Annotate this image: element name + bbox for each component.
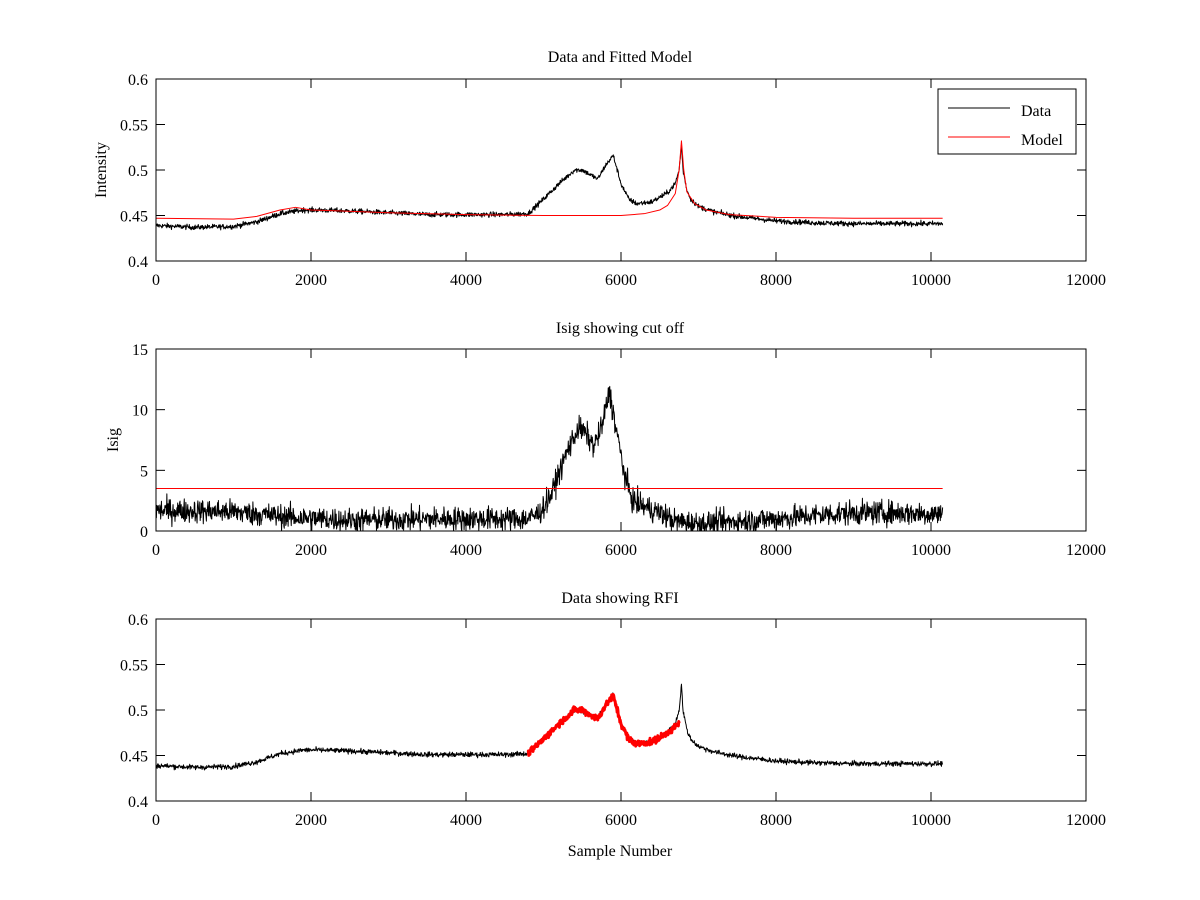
panel-2-xtick-label: 6000	[605, 542, 637, 559]
panel-3-xtick-label: 4000	[450, 812, 482, 829]
panel-3-xtick-label: 8000	[760, 812, 792, 829]
panel-3-axes-box	[155, 618, 1087, 802]
legend-data-label: Data	[1021, 103, 1051, 120]
panel-3-xlabel: Sample Number	[568, 843, 673, 860]
panel-1-xtick-label: 2000	[295, 272, 327, 289]
panel-2-xtick-label: 2000	[295, 542, 327, 559]
panel-1-xtick-label: 8000	[760, 272, 792, 289]
panel-3-ytick-label: 0.45	[120, 749, 148, 766]
legend-model-label: Model	[1021, 132, 1063, 149]
panel-1-data-line	[155, 144, 944, 231]
panel-1-xtick-label: 6000	[605, 272, 637, 289]
panel-3-title: Data showing RFI	[561, 590, 678, 607]
legend-box	[937, 88, 1077, 155]
panel-3-xtick-label: 2000	[295, 812, 327, 829]
panel-3-xtick-label: 6000	[605, 812, 637, 829]
panel-2-ticks: 0 2000 4000 6000 8000 10000 12000 0 5 10 15	[132, 342, 1106, 559]
panel-2-axes-box	[155, 348, 1087, 532]
panel-2-xtick-label: 10000	[911, 542, 951, 559]
panel-3-xtick-label: 12000	[1066, 812, 1106, 829]
panel-3-ticks: 0 2000 4000 6000 8000 10000 12000 0.4 0.45 0.5 0.5…	[120, 612, 1106, 829]
panel-isig: Isig showing cut off Isig 0 2000 4000 6000 8…	[105, 320, 1106, 559]
panel-1-xtick-label: 10000	[911, 272, 951, 289]
panel-1-xtick-label: 0	[152, 272, 160, 289]
panel-1-ytick-label: 0.6	[128, 72, 148, 89]
panel-1-ytick-label: 0.5	[128, 163, 148, 180]
panel-2-ytick-label: 5	[140, 463, 148, 480]
panel-2-title: Isig showing cut off	[556, 320, 685, 337]
panel-2-ytick-label: 0	[140, 524, 148, 541]
legend: Data Model	[937, 88, 1077, 155]
panel-1-model-line	[155, 140, 943, 220]
panel-1-plot-area	[155, 140, 944, 231]
panel-1-title: Data and Fitted Model	[548, 49, 693, 66]
panel-1-ytick-label: 0.55	[120, 118, 148, 135]
panel-3-xtick-label: 0	[152, 812, 160, 829]
panel-2-plot-area	[155, 385, 944, 532]
panel-1-ytick-label: 0.4	[128, 254, 148, 271]
panel-2-ytick-label: 15	[132, 342, 148, 359]
panel-2-xtick-label: 8000	[760, 542, 792, 559]
panel-3-ytick-label: 0.6	[128, 612, 148, 629]
panel-1-xtick-label: 4000	[450, 272, 482, 289]
panel-3-ytick-label: 0.4	[128, 794, 148, 811]
panel-1-ytick-label: 0.45	[120, 209, 148, 226]
panel-2-ytick-label: 10	[132, 403, 148, 420]
panel-3-xtick-label: 10000	[911, 812, 951, 829]
panel-1-xtick-label: 12000	[1066, 272, 1106, 289]
panel-data-and-model: Data and Fitted Model Intensity 0 2000 400…	[93, 49, 1106, 289]
panel-1-ticks: 0 2000 4000 6000 8000 10000 12000 0.4 0.45 0.5 0.5…	[120, 72, 1106, 289]
panel-2-xtick-label: 4000	[450, 542, 482, 559]
panel-3-ytick-label: 0.55	[120, 658, 148, 675]
panel-3-ytick-label: 0.5	[128, 703, 148, 720]
panel-2-xtick-label: 12000	[1066, 542, 1106, 559]
panel-3-plot-area	[155, 683, 944, 771]
panel-data-rfi: Data showing RFI 0 2000 4000 6000 8000 10000 1…	[120, 590, 1106, 860]
panel-1-axes-box	[155, 78, 1087, 262]
panel-2-series-1-line	[155, 385, 944, 532]
panel-3-series-2-line	[526, 693, 681, 757]
panel-2-xtick-label: 0	[152, 542, 160, 559]
panel-2-ylabel: Isig	[105, 428, 122, 452]
panel-1-ylabel: Intensity	[93, 142, 110, 198]
